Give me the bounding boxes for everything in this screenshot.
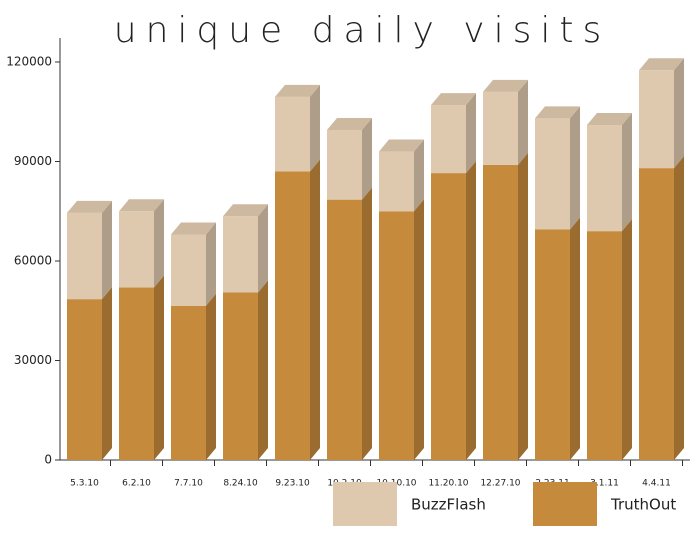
bar-side — [362, 187, 372, 460]
bar — [119, 287, 154, 460]
bar-top — [639, 58, 684, 71]
y-tick-label: 0 — [44, 453, 52, 467]
bar — [275, 171, 310, 460]
bar-side — [362, 117, 372, 200]
bar-top — [67, 200, 112, 213]
x-tick-label: 7.7.10 — [174, 479, 203, 489]
bar-side — [414, 139, 424, 212]
bar — [535, 118, 570, 230]
bar-side — [466, 161, 476, 460]
bar-side — [518, 152, 528, 461]
bar — [171, 305, 206, 460]
bar — [431, 173, 466, 460]
bar-side — [674, 156, 684, 460]
bar — [275, 96, 310, 172]
bar — [483, 164, 518, 461]
bar-top — [275, 84, 320, 97]
x-tick-label: 4.4.11 — [642, 479, 671, 489]
bar — [67, 299, 102, 460]
bar-side — [154, 275, 164, 460]
bar — [327, 199, 362, 460]
bar-side — [622, 113, 632, 232]
x-tick-label: 9.23.10 — [275, 479, 310, 489]
chart-title: unique daily visits — [114, 10, 611, 51]
bar — [483, 91, 518, 165]
bar — [327, 129, 362, 200]
bar-side — [258, 280, 268, 460]
bar-side — [570, 106, 580, 230]
bar — [171, 234, 206, 306]
bar-top — [431, 93, 476, 106]
bar — [379, 151, 414, 212]
bar-top — [119, 199, 164, 212]
y-tick-label: 30000 — [14, 353, 52, 367]
bar-side — [570, 217, 580, 460]
bar-side — [466, 93, 476, 174]
x-tick-label: 5.3.10 — [70, 479, 99, 489]
legend-swatch — [333, 482, 397, 526]
bar — [223, 292, 258, 460]
legend-swatch — [533, 482, 597, 526]
bar-top — [483, 79, 528, 92]
bar-side — [518, 79, 528, 165]
bar — [639, 168, 674, 460]
bar — [223, 216, 258, 293]
bar-side — [310, 84, 320, 172]
bar-side — [206, 222, 216, 306]
x-tick-label: 11.20.10 — [428, 479, 468, 489]
bar-top — [535, 106, 580, 119]
bar-top — [171, 222, 216, 235]
bar-side — [102, 200, 112, 300]
bar-top — [327, 117, 372, 130]
bar — [379, 211, 414, 460]
bar — [535, 229, 570, 460]
bar — [67, 212, 102, 300]
bar — [431, 105, 466, 174]
bar-side — [674, 58, 684, 169]
x-tick-label: 6.2.10 — [122, 479, 151, 489]
bar-top — [587, 113, 632, 126]
bar-side — [310, 159, 320, 460]
legend-label: TruthOut — [610, 496, 676, 514]
bar-side — [414, 199, 424, 460]
y-tick-label: 60000 — [14, 254, 52, 268]
bar-side — [154, 199, 164, 288]
legend-label: BuzzFlash — [411, 496, 486, 514]
bar-side — [622, 219, 632, 460]
bar-top — [379, 139, 424, 152]
bar-side — [206, 293, 216, 460]
y-tick-label: 120000 — [6, 55, 52, 69]
x-tick-label: 12.27.10 — [480, 479, 520, 489]
y-tick-label: 90000 — [14, 154, 52, 168]
x-tick-label: 3.1.11 — [590, 479, 619, 489]
bar — [587, 125, 622, 232]
x-tick-label: 8.24.10 — [223, 479, 258, 489]
bar — [119, 211, 154, 288]
bar-top — [223, 204, 268, 217]
bar-side — [258, 204, 268, 293]
bar — [587, 231, 622, 460]
bar — [639, 70, 674, 169]
bar-side — [102, 287, 112, 460]
